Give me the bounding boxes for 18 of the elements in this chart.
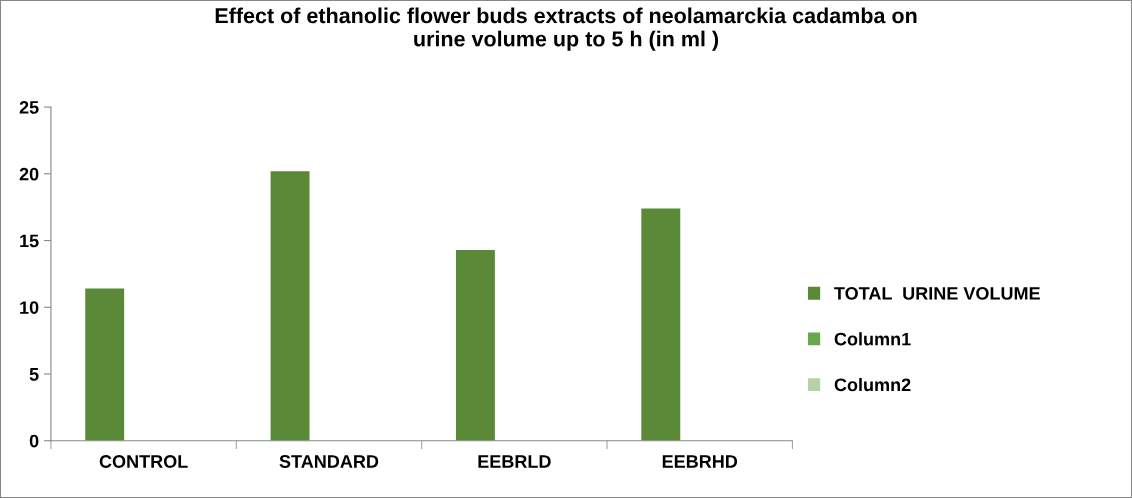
legend-label: Column1 xyxy=(834,332,911,346)
legend-label: TOTAL URINE VOLUME xyxy=(834,286,1040,300)
y-tick-label: 20 xyxy=(19,167,39,181)
x-tick-label: STANDARD xyxy=(279,455,379,468)
bar xyxy=(270,171,310,441)
y-tick-label: 5 xyxy=(29,368,39,381)
x-tick-label: CONTROL xyxy=(99,455,188,468)
y-tick-label: 25 xyxy=(19,101,39,114)
bar xyxy=(455,249,495,441)
y-tick-label: 15 xyxy=(20,234,39,248)
y-tick-label: 10 xyxy=(20,301,39,314)
bar xyxy=(641,208,681,441)
legend-label: Column2 xyxy=(834,377,911,392)
chart-title: Effect of ethanolic flower buds extracts of neolamarckia cadamba on urine volume up to 5 h (in ml ) xyxy=(215,7,917,51)
x-tick-label: EEBRLD xyxy=(478,455,551,468)
bar xyxy=(85,288,125,441)
y-tick-label: 0 xyxy=(29,434,39,448)
x-tick-label: EEBRHD xyxy=(662,455,738,468)
